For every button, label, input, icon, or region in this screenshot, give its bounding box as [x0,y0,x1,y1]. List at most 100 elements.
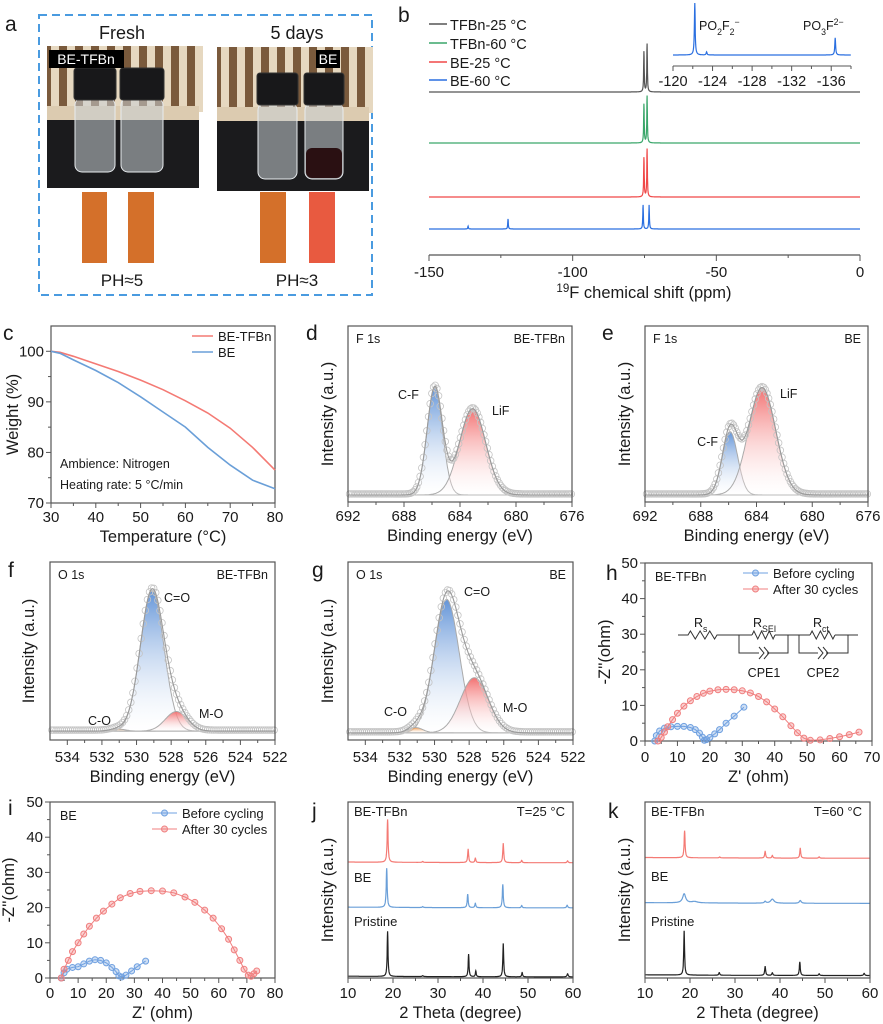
nyquist-point [711,730,719,738]
data-point [492,472,500,480]
x-tick-label: 40 [475,985,492,1002]
wood-slat [365,47,373,113]
data-point [189,719,197,728]
x-tick-label: 40 [772,985,789,1002]
x-tick-label: 522 [560,749,585,766]
envelope-fit [50,588,275,732]
nyquist-point [209,914,217,922]
data-point [431,381,439,390]
panel-label: h [606,562,618,585]
x-tick-label: 530 [422,749,447,766]
data-point [493,713,502,722]
rs-label: Rs [694,616,708,634]
panel-a-photos: Fresh 5 days BE-TFBn BE PH≈5 PH≈3 [38,14,373,296]
component-c=o [91,590,213,732]
peak-label: C-O [88,714,111,728]
nyquist-point [74,963,82,971]
panel-b-nmr: -150 -100 -50 0 19F chemical shift (ppm) TFBn… [414,2,864,302]
nyquist-point [85,922,93,930]
inset-x-tick-label: -132 [777,74,806,90]
x-tick-label: 692 [335,508,360,525]
nyquist-point [69,948,76,956]
x-tick-label: 688 [391,508,416,525]
panel-j-xrd: BE-TFBn BE Pristine 10 20 30 40 50 60 2 Theta (de… [319,801,581,1022]
series-label: BE [651,869,669,884]
cpe1-symbol [738,635,789,660]
panel-label: f [8,559,14,582]
wood-slat [67,46,75,112]
data-point [346,728,354,736]
data-point [348,728,356,736]
data-point [409,487,418,496]
data-point [778,453,786,461]
nyquist-point [230,946,238,954]
vial-cap [73,67,117,101]
plot-frame [49,561,276,741]
y-tick-label: 30 [26,864,43,881]
nyquist-point [64,956,72,964]
x-tick-label: 530 [124,749,149,766]
inset-x-tick-label: -128 [738,74,767,90]
nyquist-point [763,698,771,706]
data-point [483,444,491,452]
po3f-label-part: 3 [821,27,826,37]
x-tick-label: 0 [856,264,864,281]
x-tick-label: 70 [222,509,239,526]
nyquist-point [716,726,724,734]
data-point [176,700,185,709]
x-tick-label: 10 [669,749,686,766]
core-level-title: F 1s [356,332,380,346]
data-point [706,487,714,496]
nyquist-point [836,733,844,741]
wood-slat [237,47,245,113]
nyquist-point [240,965,248,973]
x-tick-label: 684 [447,508,472,525]
nyquist-point [142,957,150,965]
nyquist-point [686,697,694,705]
panel-i-eis: 0 10 20 30 40 50 60 70 80 0 10 20 30 40 50 Z' (ohm) -Z''… [0,794,283,1022]
rsei-label-part: SEI [762,624,776,634]
nyquist-point [714,686,722,694]
ph-strip [82,192,107,263]
x-axis-label: 2 Theta (degree) [696,1004,819,1022]
x-axis-label: Binding energy (eV) [684,527,830,545]
panel-g-xps: 534 532 530 528 526 524 522 Binding energy (eV)… [319,561,586,786]
nyquist-point [826,735,834,743]
po2f2-label-part: − [734,17,739,27]
y-tick-label: 30 [621,626,638,643]
nyquist-point [746,689,754,697]
x-tick-label: 692 [632,508,657,525]
inset-x-tick-label: -120 [658,74,687,90]
nyquist-point [706,733,714,741]
data-point [491,710,499,718]
x-tick-label: 70 [864,749,881,766]
peak-label: C=O [464,585,490,599]
x-tick-label: 534 [353,749,378,766]
spectrum-be-25-c [429,148,860,198]
nyquist-point [108,900,116,908]
rs-label-part: s [703,624,708,634]
peak-label: C-O [384,705,407,719]
vial-body [74,97,116,173]
series-label: BE-TFBn [651,804,704,819]
core-level-title: O 1s [58,568,84,582]
data-point [181,708,189,717]
data-point [474,670,483,678]
nyquist-point [730,686,738,694]
data-point [127,698,135,707]
y-axis-label: -Z''(ohm) [596,620,614,685]
fresh-title: Fresh [99,23,145,43]
tga-curve [50,350,276,471]
data-point [764,394,773,403]
x-axis-label-part: 19 [556,283,569,295]
data-point [734,431,743,440]
panel-e-xps: 692 688 684 680 676 Binding energy (eV) Intens… [616,325,881,545]
data-point [499,722,508,730]
peak-label: M-O [503,701,528,715]
xrd-pattern [348,931,573,978]
x-tick-label: 688 [688,508,713,525]
y-tick-label: 10 [26,935,43,952]
x-tick-label: 20 [98,985,115,1002]
x-tick-label: 10 [637,985,654,1002]
nyquist-line [60,890,258,979]
